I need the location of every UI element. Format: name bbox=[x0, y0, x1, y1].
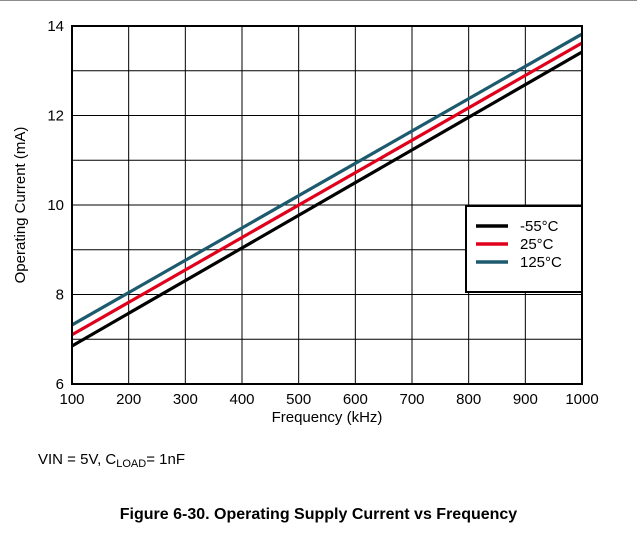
y-tick-labels: 6 8 10 12 14 bbox=[47, 18, 64, 393]
series-line bbox=[71, 32, 583, 327]
x-tick-label: 700 bbox=[399, 391, 424, 408]
y-tick-label: 12 bbox=[47, 108, 64, 125]
y-axis-label: Operating Current (mA) bbox=[12, 127, 29, 284]
conditions-subscript: LOAD bbox=[116, 458, 147, 470]
top-rule bbox=[0, 0, 637, 1]
legend-label: 125°C bbox=[520, 254, 562, 271]
x-tick-label: 1000 bbox=[565, 391, 598, 408]
series-line bbox=[71, 41, 583, 337]
x-tick-label: 900 bbox=[513, 391, 538, 408]
x-tick-label: 100 bbox=[59, 391, 84, 408]
x-tick-label: 300 bbox=[173, 391, 198, 408]
line-chart: 100 200 300 400 500 600 700 800 900 1000 6 8 10 12 14… bbox=[12, 18, 599, 426]
y-tick-label: 8 bbox=[56, 287, 64, 304]
x-tick-label: 600 bbox=[343, 391, 368, 408]
series-line bbox=[71, 50, 583, 348]
legend-box bbox=[465, 205, 583, 293]
x-tick-label: 800 bbox=[456, 391, 481, 408]
legend-label: 25°C bbox=[520, 236, 554, 253]
y-tick-label: 6 bbox=[56, 376, 64, 393]
figure-caption: Figure 6-30. Operating Supply Current vs… bbox=[119, 506, 518, 523]
x-tick-label: 500 bbox=[286, 391, 311, 408]
series-lines bbox=[71, 32, 583, 348]
y-tick-label: 14 bbox=[47, 18, 64, 35]
conditions-suffix: = 1nF bbox=[146, 451, 185, 468]
x-axis-label: Frequency (kHz) bbox=[272, 409, 383, 426]
x-tick-label: 200 bbox=[116, 391, 141, 408]
test-conditions: VIN = 5V, CLOAD= 1nF bbox=[38, 451, 185, 470]
conditions-prefix: VIN = 5V, C bbox=[38, 451, 117, 468]
x-tick-label: 400 bbox=[229, 391, 254, 408]
legend-label: -55°C bbox=[520, 218, 559, 235]
x-tick-labels: 100 200 300 400 500 600 700 800 900 1000 bbox=[59, 391, 598, 408]
y-tick-label: 10 bbox=[47, 197, 64, 214]
